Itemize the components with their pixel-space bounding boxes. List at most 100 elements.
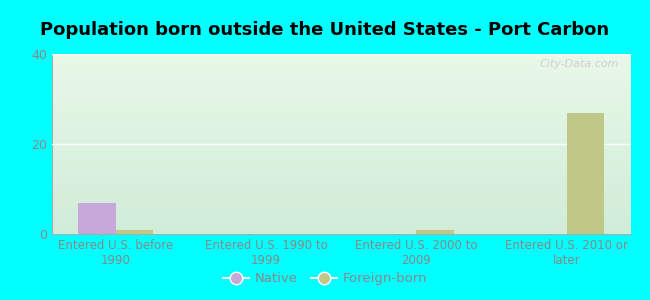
Bar (52, 95, 630, 97)
Bar (52, 130, 630, 131)
Bar (52, 158, 630, 160)
Bar (52, 58, 630, 59)
Bar (52, 166, 630, 167)
Bar (52, 104, 630, 106)
Bar (52, 85, 630, 86)
Bar (52, 203, 630, 205)
Bar (52, 76, 630, 77)
Bar (52, 119, 630, 121)
Bar (52, 140, 630, 142)
Bar (52, 221, 630, 223)
Bar (52, 113, 630, 115)
Bar (52, 216, 630, 218)
Bar (52, 61, 630, 63)
Bar (52, 122, 630, 124)
Bar (52, 227, 630, 229)
Bar (52, 202, 630, 203)
Bar (52, 146, 630, 148)
Bar (52, 63, 630, 65)
Bar (52, 139, 630, 140)
Bar (52, 189, 630, 191)
Bar (52, 97, 630, 99)
Bar (52, 160, 630, 162)
Text: City-Data.com: City-Data.com (540, 59, 619, 69)
Bar (52, 209, 630, 211)
Bar (52, 178, 630, 180)
Bar (116, 230, 153, 234)
Bar (52, 88, 630, 90)
Bar (52, 65, 630, 67)
Bar (52, 207, 630, 209)
Bar (52, 225, 630, 227)
Bar (52, 92, 630, 94)
Bar (52, 157, 630, 158)
Bar (52, 198, 630, 200)
Bar (52, 108, 630, 110)
Bar (52, 54, 630, 56)
Bar (52, 99, 630, 101)
Bar (52, 81, 630, 83)
Bar (52, 128, 630, 130)
Bar (52, 68, 630, 70)
Bar (52, 121, 630, 122)
Bar (52, 149, 630, 151)
Bar (52, 223, 630, 225)
Bar (52, 56, 630, 58)
Bar (567, 112, 604, 234)
Bar (52, 205, 630, 207)
Bar (52, 67, 630, 68)
Bar (52, 101, 630, 103)
Bar (52, 131, 630, 133)
Bar (52, 211, 630, 212)
Bar (52, 59, 630, 61)
Bar (52, 162, 630, 164)
Bar (52, 212, 630, 214)
Bar (52, 173, 630, 175)
Bar (52, 200, 630, 202)
Bar (52, 144, 630, 146)
Bar (52, 230, 630, 232)
Bar (52, 187, 630, 189)
Bar (52, 155, 630, 157)
Bar (52, 112, 630, 113)
Bar (52, 214, 630, 216)
Bar (52, 79, 630, 81)
Bar (52, 229, 630, 230)
Bar (52, 126, 630, 128)
Bar (52, 220, 630, 221)
Bar (52, 77, 630, 79)
Bar (52, 175, 630, 176)
Bar (52, 169, 630, 171)
Bar (52, 94, 630, 95)
Bar (52, 176, 630, 178)
Bar (52, 218, 630, 220)
Bar (52, 180, 630, 182)
Bar (52, 232, 630, 234)
Bar (52, 110, 630, 112)
Bar (52, 90, 630, 92)
Bar (52, 153, 630, 155)
Bar (52, 83, 630, 85)
Bar (78, 202, 116, 234)
Bar (52, 185, 630, 187)
Bar (52, 74, 630, 76)
Bar (52, 70, 630, 72)
Bar (52, 182, 630, 184)
Bar (52, 171, 630, 173)
Bar (52, 167, 630, 169)
Bar (52, 142, 630, 144)
Bar (52, 106, 630, 108)
Bar (52, 103, 630, 104)
Bar (52, 133, 630, 135)
Bar (52, 196, 630, 198)
Bar (52, 124, 630, 126)
Bar (52, 193, 630, 194)
Text: Population born outside the United States - Port Carbon: Population born outside the United State… (40, 21, 610, 39)
Bar (52, 164, 630, 166)
Bar (417, 230, 454, 234)
Bar (52, 191, 630, 193)
Bar (52, 151, 630, 153)
Bar (52, 115, 630, 117)
Bar (52, 194, 630, 196)
Bar (52, 137, 630, 139)
